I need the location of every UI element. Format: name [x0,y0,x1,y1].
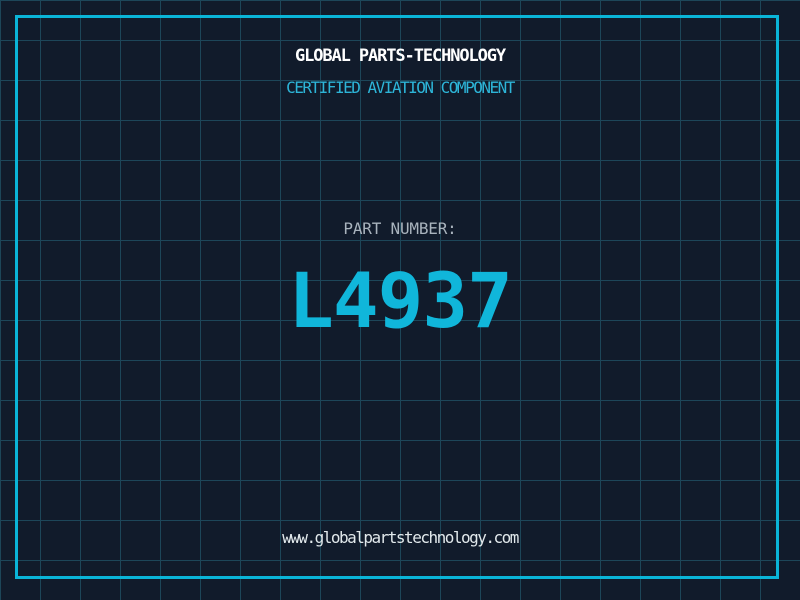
brand-subtitle: CERTIFIED AVIATION COMPONENT [286,78,515,97]
part-number-label: PART NUMBER: [343,219,457,238]
part-number-value: L4937 [288,256,513,345]
website-url: www.globalpartstechnology.com [282,528,519,547]
brand-title: GLOBAL PARTS-TECHNOLOGY [294,46,506,66]
